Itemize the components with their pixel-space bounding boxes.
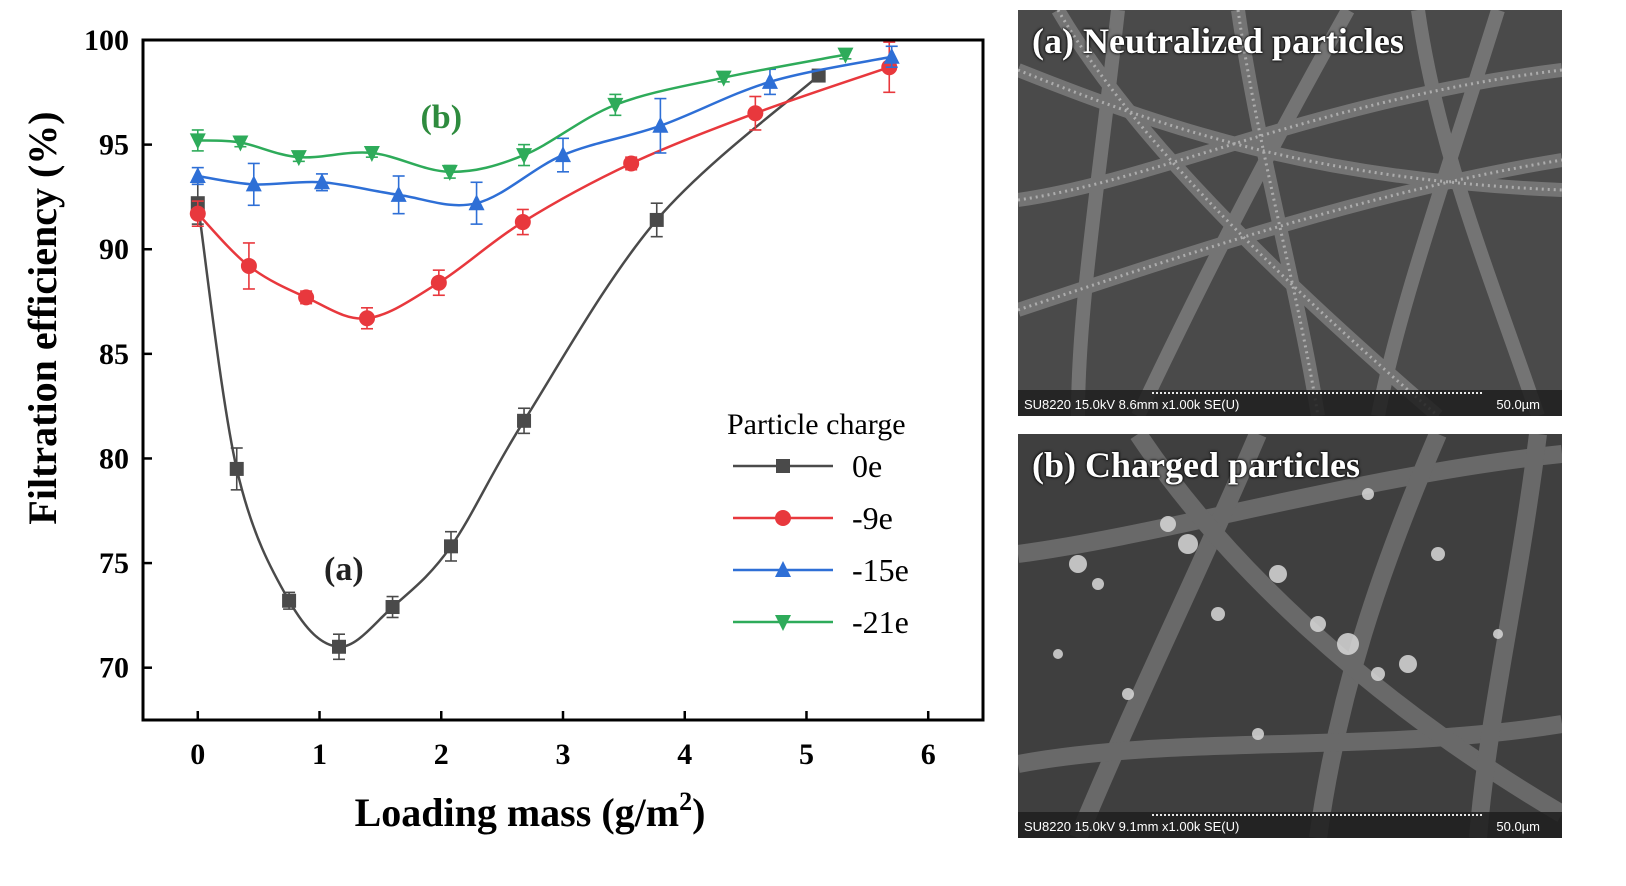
data-point bbox=[313, 173, 330, 190]
sem-metadata: SU8220 15.0kV 8.6mm x1.00k SE(U) bbox=[1024, 397, 1240, 412]
data-point bbox=[649, 212, 664, 227]
y-tick-label: 75 bbox=[99, 547, 129, 580]
legend-marker bbox=[775, 615, 791, 631]
y-tick-label: 70 bbox=[99, 652, 129, 685]
ticks-layer: 0 1 2 3 4 5 6 70 75 80 85 90 95 100 bbox=[84, 24, 936, 771]
x-tick-label: 4 bbox=[677, 738, 692, 771]
sem-info-bar bbox=[1018, 812, 1562, 838]
legend-marker bbox=[775, 510, 791, 526]
data-point bbox=[189, 205, 206, 222]
sem-metadata: SU8220 15.0kV 9.1mm x1.00k SE(U) bbox=[1024, 819, 1240, 834]
series-0e bbox=[190, 68, 826, 661]
y-tick-label: 95 bbox=[99, 129, 129, 162]
x-tick-label: 0 bbox=[190, 738, 205, 771]
legend-label: 0e bbox=[852, 448, 882, 484]
fiber-texture bbox=[1018, 434, 1562, 838]
data-point bbox=[385, 600, 400, 615]
series-layer bbox=[189, 41, 900, 661]
data-point bbox=[883, 47, 900, 64]
series-line bbox=[197, 55, 892, 207]
legend-marker bbox=[775, 561, 791, 577]
sem-image-neutralized: (a) Neutralized particles SU8220 15.0kV … bbox=[1018, 10, 1562, 416]
data-point bbox=[761, 72, 778, 89]
data-point bbox=[390, 185, 407, 202]
legend-item--9e: -9e bbox=[733, 500, 893, 536]
data-point bbox=[189, 167, 206, 183]
data-point bbox=[468, 194, 485, 211]
data-point bbox=[747, 105, 764, 122]
y-tick-label: 100 bbox=[84, 24, 129, 57]
sem-info-bar bbox=[1018, 390, 1562, 416]
series--21e bbox=[189, 47, 854, 181]
data-point bbox=[715, 70, 732, 87]
data-point bbox=[298, 289, 315, 306]
legend: Particle charge 0e -9e -15e -21e bbox=[727, 408, 909, 640]
series--15e bbox=[189, 45, 900, 225]
data-point bbox=[652, 116, 669, 133]
data-point bbox=[517, 413, 532, 428]
fiber-texture bbox=[1018, 10, 1562, 416]
data-point bbox=[282, 593, 297, 608]
scale-ticks bbox=[1152, 388, 1482, 394]
annotation-label: (a) bbox=[324, 551, 364, 588]
sem-image-charged: (b) Charged particles SU8220 15.0kV 9.1m… bbox=[1018, 434, 1562, 838]
x-tick-label: 1 bbox=[312, 738, 327, 771]
scale-bar-label: 50.0µm bbox=[1496, 397, 1540, 412]
x-tick-label: 6 bbox=[921, 738, 936, 771]
y-tick-label: 85 bbox=[99, 338, 129, 371]
scale-ticks bbox=[1152, 810, 1482, 816]
annotations: (a) (b) bbox=[324, 99, 462, 588]
data-point bbox=[555, 146, 571, 163]
data-point bbox=[245, 175, 262, 192]
y-tick-label: 80 bbox=[99, 442, 129, 475]
data-point bbox=[516, 148, 533, 165]
legend-label: -15e bbox=[852, 552, 909, 588]
data-point bbox=[240, 257, 257, 274]
legend-item--15e: -15e bbox=[733, 552, 909, 588]
x-axis-title: Loading mass (g/m2) bbox=[355, 787, 706, 835]
data-point bbox=[189, 133, 206, 150]
sem-title: (a) Neutralized particles bbox=[1032, 21, 1404, 61]
data-point bbox=[430, 274, 447, 291]
data-point bbox=[332, 639, 346, 654]
annotation-label: (b) bbox=[420, 99, 462, 136]
legend-label: -21e bbox=[852, 604, 909, 640]
data-point bbox=[607, 97, 624, 114]
data-point bbox=[837, 47, 854, 64]
data-point bbox=[359, 310, 375, 327]
x-tick-label: 3 bbox=[556, 738, 571, 771]
data-point bbox=[232, 135, 249, 152]
legend-label: -9e bbox=[852, 500, 893, 536]
data-point bbox=[441, 164, 458, 181]
data-point bbox=[623, 155, 640, 172]
series-line bbox=[197, 53, 846, 174]
sem-title: (b) Charged particles bbox=[1032, 445, 1360, 485]
data-point bbox=[229, 461, 244, 476]
filtration-efficiency-chart: 0 1 2 3 4 5 6 70 75 80 85 90 95 100 Loading mass (g/m… bbox=[20, 24, 985, 835]
y-tick-label: 90 bbox=[99, 233, 129, 266]
data-point bbox=[514, 214, 531, 231]
data-point bbox=[290, 150, 307, 167]
data-point bbox=[444, 539, 458, 554]
x-tick-label: 5 bbox=[799, 738, 814, 771]
scale-bar-label: 50.0µm bbox=[1496, 819, 1540, 834]
legend-item-0e: 0e bbox=[733, 448, 882, 484]
series-line bbox=[196, 66, 890, 320]
legend-title: Particle charge bbox=[727, 408, 906, 441]
y-axis-title: Filtration efficiency (%) bbox=[20, 111, 65, 524]
x-tick-label: 2 bbox=[434, 738, 449, 771]
data-point bbox=[363, 145, 380, 162]
legend-marker bbox=[776, 459, 790, 473]
legend-item--21e: -21e bbox=[733, 604, 909, 640]
series--9e bbox=[189, 41, 898, 330]
